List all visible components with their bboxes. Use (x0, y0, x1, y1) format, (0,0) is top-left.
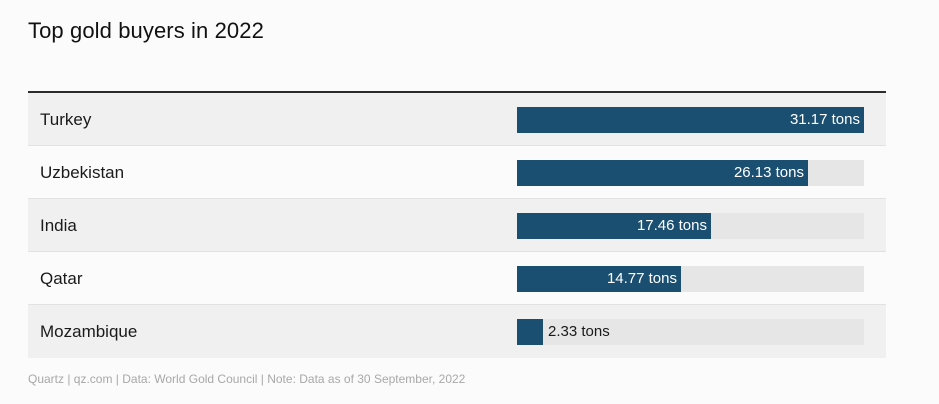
bar (517, 319, 543, 345)
bar-track: 31.17 tons (517, 107, 864, 133)
bar-track: 14.77 tons (517, 266, 864, 292)
bar (517, 107, 864, 133)
chart-footer: Quartz | qz.com | Data: World Gold Counc… (28, 372, 466, 386)
bar-track: 26.13 tons (517, 160, 864, 186)
category-label: Turkey (40, 110, 92, 129)
category-label: Mozambique (40, 322, 138, 341)
table-row: Mozambique 2.33 tons (28, 305, 886, 358)
bar-value-label: 14.77 tons (606, 270, 677, 287)
bar (517, 213, 711, 239)
bar-value-label: 2.33 tons (548, 323, 610, 340)
category-label: India (40, 216, 77, 235)
table-row: Turkey 31.17 tons (28, 93, 886, 146)
category-label: Uzbekistan (40, 163, 125, 182)
table-row: Uzbekistan 26.13 tons (28, 146, 886, 199)
table-row: India 17.46 tons (28, 199, 886, 252)
bar-table: Turkey 31.17 tons Uzbekistan 26.13 tons Indi… (28, 91, 886, 358)
bar (517, 160, 808, 186)
category-label: Qatar (40, 269, 83, 288)
bar-value-label: 17.46 tons (636, 217, 707, 234)
chart-title: Top gold buyers in 2022 (28, 18, 264, 43)
bar-track: 17.46 tons (517, 213, 864, 239)
table-row: Qatar 14.77 tons (28, 252, 886, 305)
bar-value-label: 26.13 tons (733, 164, 804, 181)
bar-track: 2.33 tons (517, 319, 864, 345)
bar (517, 266, 681, 292)
bar-value-label: 31.17 tons (789, 111, 860, 128)
